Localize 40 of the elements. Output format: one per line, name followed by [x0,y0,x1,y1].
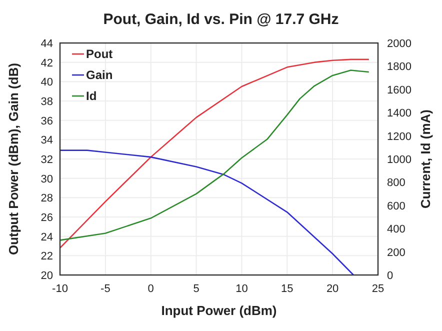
y-tick-label: 20 [40,270,53,282]
y2-tick-label: 2000 [387,38,412,50]
y2-tick-label: 1600 [387,84,412,96]
x-tick-label: 15 [281,283,294,295]
y2-tick-label: 1800 [387,61,412,74]
y2-tick-label: 200 [387,246,406,259]
y-tick-label: 26 [40,212,53,224]
x-tick-label: 10 [236,283,248,295]
x-tick-label: -10 [52,283,68,295]
y-tick-label: 28 [40,192,53,205]
y2-tick-label: 0 [387,270,394,282]
y-tick-label: 34 [40,134,53,147]
y-tick-label: 22 [40,250,53,263]
y-tick-label: 44 [40,38,53,50]
legend-label: Gain [86,68,113,82]
y2-axis-title: Current, Id (mA) [418,110,433,208]
y-tick-label: 36 [40,115,53,128]
x-tick-label: 0 [148,283,154,295]
y-axis-title: Output Power (dBm), Gain (dB) [6,62,21,256]
y-tick-label: 42 [40,57,53,70]
y2-tick-label: 600 [387,200,406,212]
y-tick-label: 30 [40,173,53,186]
legend-label: Id [86,89,97,103]
x-tick-label: 25 [372,283,384,295]
chart-title: Pout, Gain, Id vs. Pin @ 17.7 GHz [103,11,339,28]
y-tick-label: 32 [40,154,53,166]
x-tick-label: -5 [100,283,110,295]
y2-tick-label: 1200 [387,130,412,143]
y-tick-label: 24 [40,231,53,244]
legend-label: Pout [86,47,113,61]
y2-tick-label: 1000 [387,154,412,166]
y-tick-label: 40 [40,76,53,89]
y2-tick-label: 800 [387,177,406,190]
y2-tick-label: 1400 [387,108,412,120]
x-tick-label: 20 [326,283,339,295]
line-series [59,150,354,276]
x-axis-title: Input Power (dBm) [161,303,277,318]
y-tick-label: 38 [40,96,53,108]
x-tick-label: 5 [193,283,200,295]
y2-tick-label: 400 [387,224,406,236]
